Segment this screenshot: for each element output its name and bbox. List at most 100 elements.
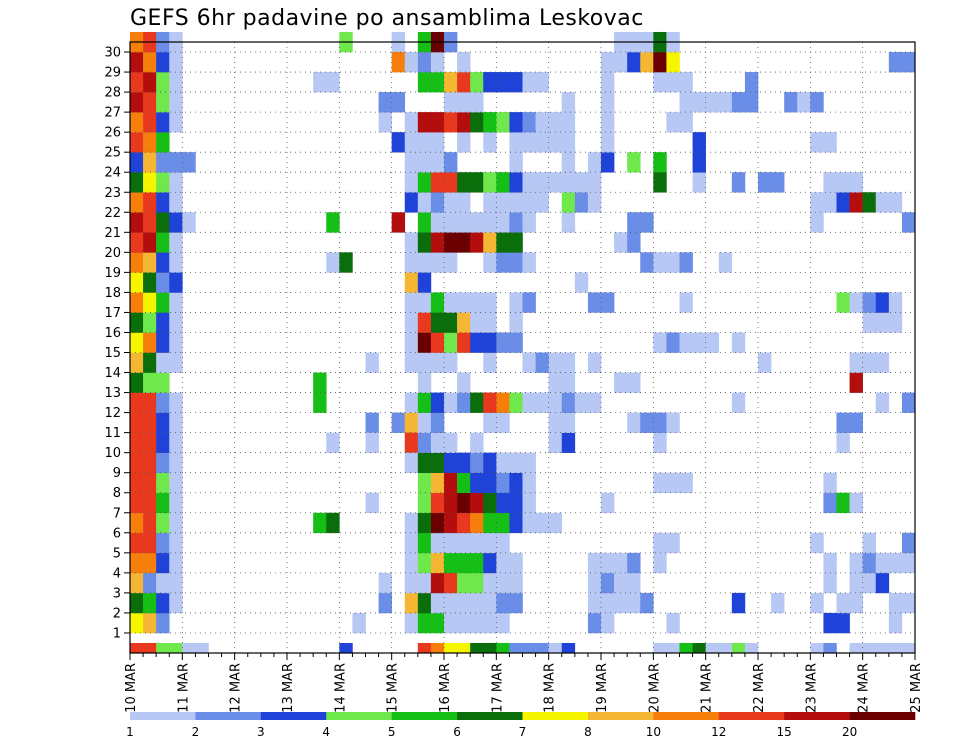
y-tick-label: 7 [113, 506, 121, 521]
heatmap-cell [444, 352, 458, 373]
y-tick-label: 11 [104, 426, 121, 441]
colorbar-swatch [653, 712, 720, 720]
heatmap-cell [130, 92, 144, 113]
heatmap-cell [169, 152, 183, 173]
heatmap-cell [653, 432, 667, 453]
heatmap-cell [744, 72, 759, 93]
heatmap-cell [470, 492, 484, 514]
heatmap-cell [888, 312, 903, 333]
heatmap-cell [875, 392, 890, 413]
heatmap-cell [548, 112, 563, 133]
x-tick-label: 17 MAR [490, 663, 505, 713]
heatmap-cell [430, 592, 445, 614]
colorbar-swatch [457, 712, 523, 720]
heatmap-cell [496, 572, 510, 594]
y-tick-label: 24 [104, 166, 121, 181]
heatmap-cell [143, 492, 157, 514]
heatmap-cell [457, 552, 471, 574]
heatmap-cell [614, 372, 628, 393]
heatmap-cell [404, 412, 419, 433]
y-tick-label: 9 [113, 466, 121, 481]
heatmap-cell [326, 512, 340, 534]
heatmap-cell [875, 192, 890, 213]
heatmap-cell [614, 592, 628, 614]
heatmap-cell [457, 392, 471, 413]
heatmap-cell [470, 392, 484, 413]
heatmap-cell [509, 72, 523, 93]
colorbar: 1 2 3 4 5 6 7 8 10 12 15 20 [126, 712, 916, 739]
heatmap-cell [444, 332, 458, 353]
heatmap-cell [470, 212, 484, 233]
heatmap-cell [496, 592, 510, 614]
heatmap-cell [653, 642, 667, 653]
colorbar-label: 3 [257, 725, 265, 739]
heatmap-cell [483, 252, 497, 273]
heatmap-cell [470, 572, 484, 594]
heatmap-cell [823, 552, 837, 574]
heatmap-cell [444, 572, 458, 594]
y-tick-label: 21 [104, 226, 121, 241]
heatmap-cell [653, 552, 667, 574]
heatmap-cell [653, 252, 667, 273]
heatmap-cell [601, 52, 615, 73]
heatmap-cell [470, 472, 484, 494]
heatmap-cell [417, 592, 432, 614]
heatmap-cell [417, 612, 432, 634]
heatmap-cell [130, 152, 144, 173]
heatmap-cell [888, 192, 903, 213]
heatmap-cell [378, 112, 392, 133]
heatmap-cell [156, 252, 170, 273]
heatmap-cell [169, 492, 183, 514]
heatmap-cell [470, 592, 484, 614]
heatmap-cell [169, 552, 183, 574]
heatmap-cell [417, 552, 432, 574]
heatmap-cell [901, 212, 916, 233]
heatmap-cell [509, 392, 523, 413]
heatmap-cell [417, 492, 432, 514]
heatmap-cell [457, 192, 471, 213]
heatmap-cell [535, 512, 549, 534]
heatmap-cell [444, 512, 458, 534]
y-tick-label: 20 [104, 246, 121, 261]
heatmap-cell [653, 52, 667, 73]
heatmap-cell [522, 512, 536, 534]
heatmap-cell [666, 472, 680, 494]
x-tick-label: 14 MAR [333, 663, 348, 713]
heatmap-cell [404, 132, 419, 153]
heatmap-cell [143, 532, 157, 554]
y-tick-label: 17 [104, 306, 121, 321]
heatmap-cell [143, 112, 157, 133]
heatmap-cell [156, 132, 170, 153]
heatmap-cell [156, 392, 170, 413]
heatmap-cell [457, 132, 471, 153]
heatmap-cell [888, 612, 903, 634]
heatmap-cell [666, 72, 680, 93]
heatmap-cell [130, 272, 144, 293]
heatmap-cell [130, 192, 144, 213]
colorbar-swatch [784, 712, 850, 720]
heatmap-cell [143, 232, 157, 253]
y-tick-label: 16 [104, 326, 121, 341]
heatmap-cell [836, 172, 850, 193]
y-tick-label: 6 [113, 526, 121, 541]
heatmap-cell [627, 212, 641, 233]
heatmap-cell [404, 292, 419, 313]
heatmap-cell [404, 452, 419, 473]
heatmap-cell [430, 552, 445, 574]
heatmap-cell [587, 292, 602, 313]
heatmap-cell [156, 352, 170, 373]
heatmap-cell [548, 372, 563, 393]
heatmap-cell [169, 352, 183, 373]
heatmap-cell [457, 212, 471, 233]
heatmap-cell [430, 192, 445, 213]
heatmap-cell [496, 332, 510, 353]
heatmap-cell [653, 152, 667, 173]
heatmap-cell [561, 642, 576, 653]
heatmap-cell [509, 512, 523, 534]
heatmap-cell [666, 612, 680, 634]
heatmap-cell [169, 252, 183, 273]
heatmap-cell [483, 532, 497, 554]
heatmap-cell [509, 472, 523, 494]
heatmap-cell [378, 572, 392, 594]
